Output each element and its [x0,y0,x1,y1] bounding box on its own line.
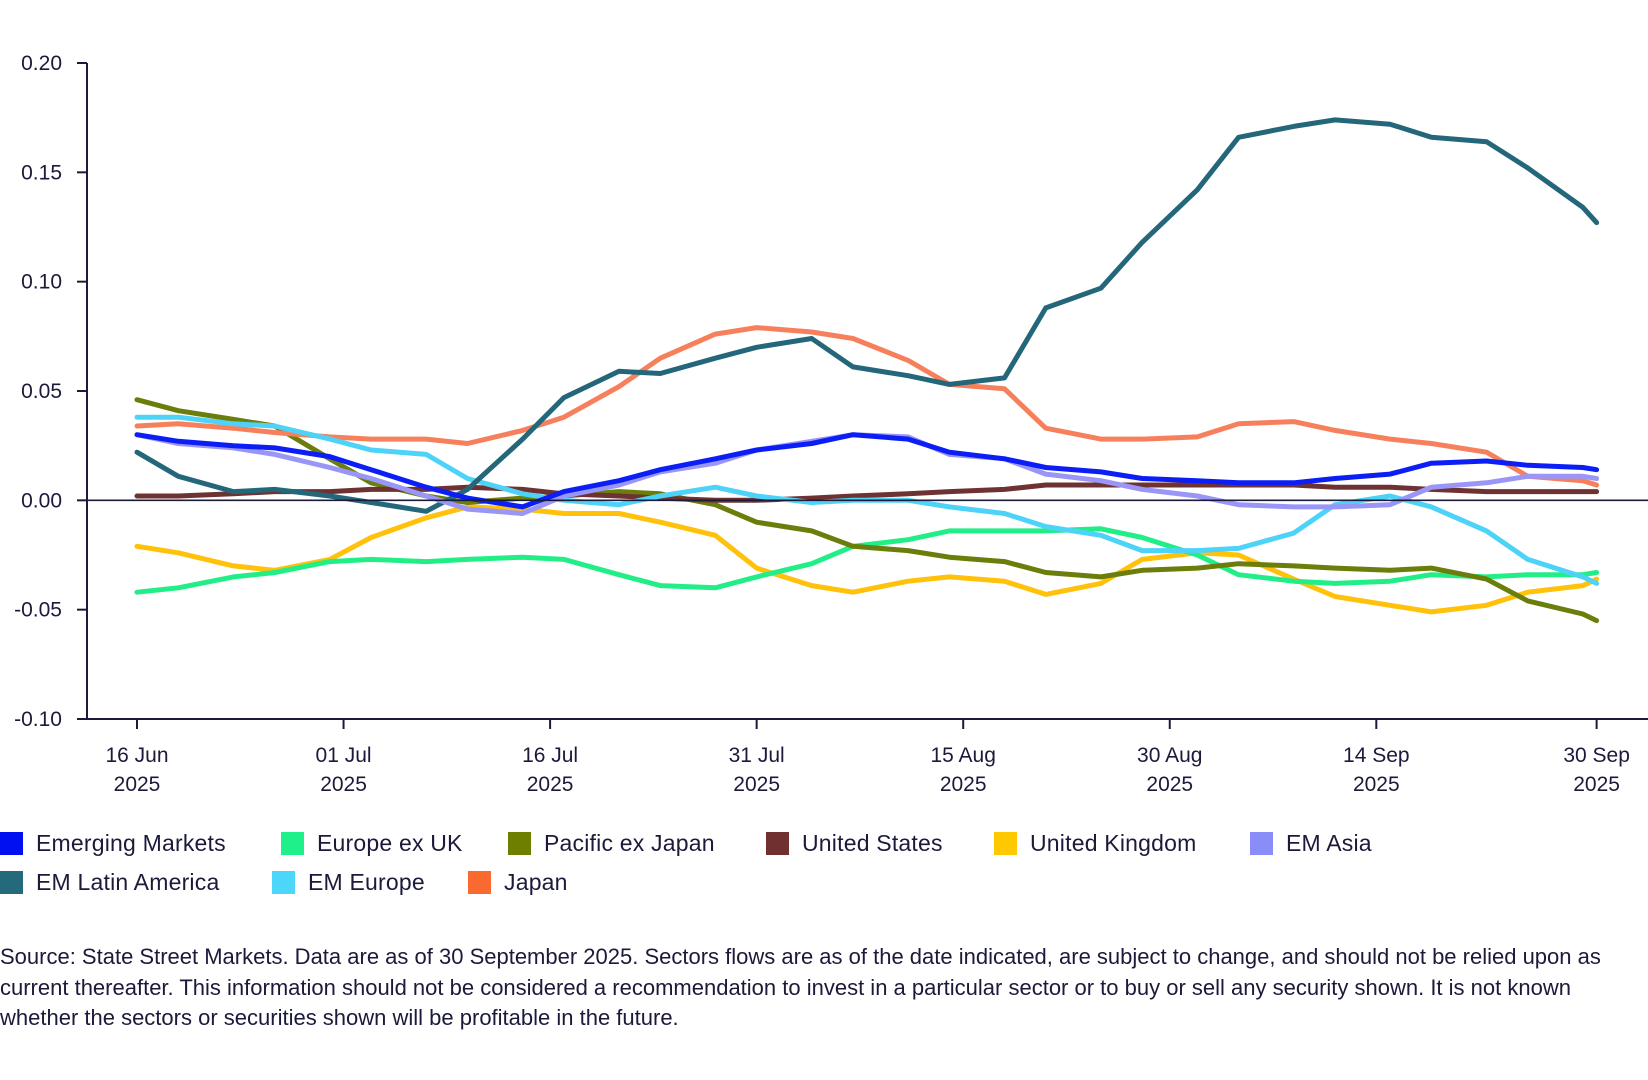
legend-label: United States [802,829,943,856]
legend-label: EM Asia [1286,829,1372,856]
y-tick-label: 0.00 [21,489,62,512]
legend-item: United Kingdom [994,828,1196,858]
y-tick-label: 0.15 [21,161,62,184]
series-line-emerging-markets [134,432,1600,510]
x-tick-label: 15 Aug [930,744,995,767]
x-tick-label: 16 Jul [522,744,578,767]
legend-item: EM Latin America [0,867,219,897]
legend-swatch [994,831,1017,855]
x-tick-label: 16 Jun [105,744,168,767]
legend-label: Europe ex UK [317,829,463,856]
x-tick-label-year: 2025 [114,773,161,796]
legend-item: Europe ex UK [281,828,463,858]
series-line-japan [134,325,1600,488]
legend-item: Pacific ex Japan [508,828,715,858]
x-tick-label-year: 2025 [320,773,367,796]
x-tick-label-year: 2025 [1353,773,1400,796]
legend-label: Emerging Markets [36,829,226,856]
legend-label: EM Europe [308,868,425,895]
x-tick-label-year: 2025 [733,773,780,796]
legend-swatch [1250,831,1273,855]
legend-swatch [272,870,295,894]
legend-item: Emerging Markets [0,828,226,858]
legend-label: EM Latin America [36,868,220,895]
series-line-pacific-ex-japan [134,397,1600,624]
legend-swatch [0,870,23,894]
legend-item: EM Europe [272,867,425,897]
series-line-em-latin-america [134,117,1600,514]
legend-item: United States [766,828,943,858]
x-tick-label: 31 Jul [729,744,785,767]
series-layer [134,117,1600,624]
legend-row: Emerging Markets Europe ex UK Pacific ex J… [0,828,1648,867]
y-tick-label: -0.10 [14,708,62,731]
x-tick-label-year: 2025 [527,773,574,796]
y-tick-label: 0.10 [21,271,62,294]
line-chart: 0.20 0.15 0.10 0.05 0.00 -0.05 -0.10 16 Jun 2025… [14,52,1648,796]
legend-item: Japan [468,867,568,897]
x-tick-label: 14 Sep [1343,744,1410,767]
x-tick-label: 30 Sep [1563,744,1630,767]
x-tick-label: 01 Jul [316,744,372,767]
legend-swatch [0,831,23,855]
y-tick-label: 0.20 [21,52,62,75]
legend-swatch [508,831,531,855]
legend-label: Pacific ex Japan [544,829,715,856]
legend-label: United Kingdom [1030,829,1197,856]
series-line-united-kingdom [134,504,1600,615]
y-tick-label: -0.05 [14,599,62,622]
legend-label: Japan [504,868,568,895]
source-footnote: Source: State Street Markets. Data are a… [0,944,1601,1030]
legend-swatch [281,831,304,855]
x-tick-label-year: 2025 [1146,773,1193,796]
series-line-europe-ex-uk [134,526,1600,595]
legend: Emerging Markets Europe ex UK Pacific ex J… [0,828,1648,906]
x-tick-label-year: 2025 [940,773,987,796]
y-tick-label: 0.05 [21,380,62,403]
x-tick-label-year: 2025 [1573,773,1620,796]
legend-swatch [766,831,789,855]
x-tick-label: 30 Aug [1137,744,1202,767]
series-line-united-states [134,482,1600,503]
axes-layer: 0.20 0.15 0.10 0.05 0.00 -0.05 -0.10 16 Jun 2025… [14,52,1648,796]
legend-item: EM Asia [1250,828,1372,858]
legend-row: EM Latin America EM Europe Japan [0,867,1648,906]
legend-swatch [468,870,491,894]
